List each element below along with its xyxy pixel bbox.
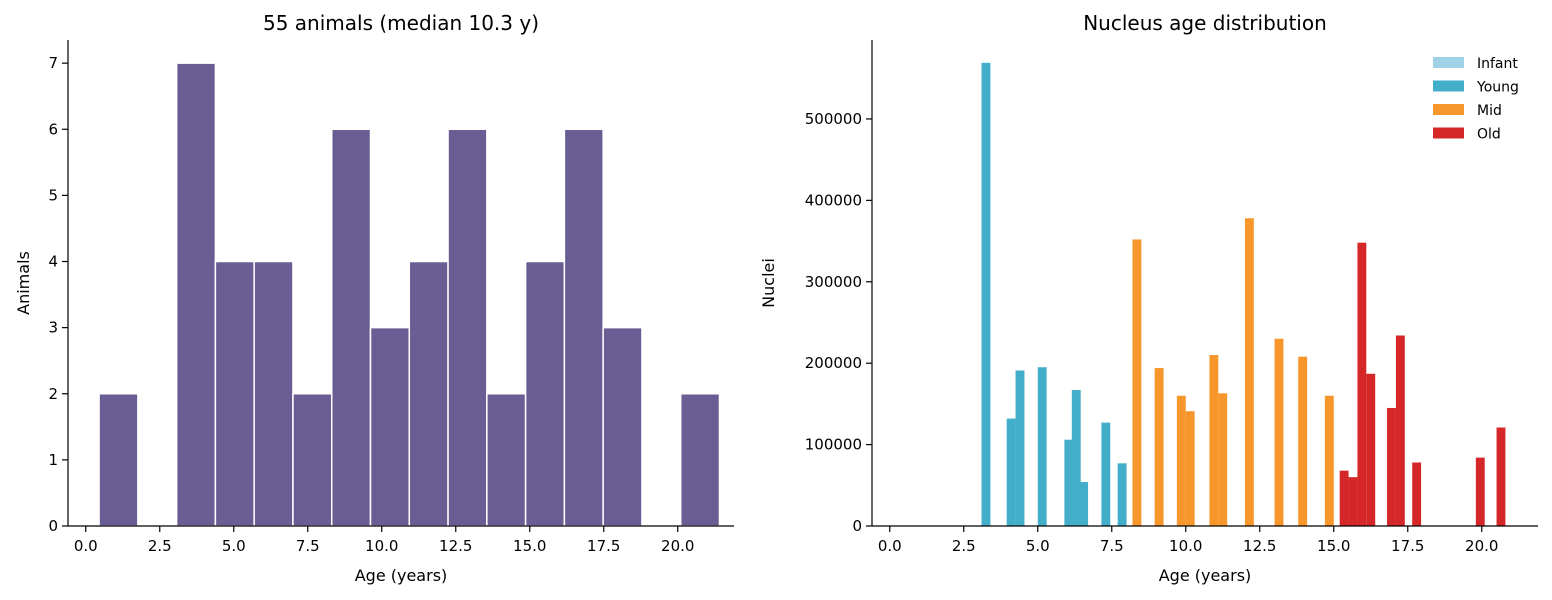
legend-swatch-mid (1433, 104, 1464, 115)
x-tick-label: 0.0 (878, 537, 902, 555)
bar-old (1366, 373, 1376, 526)
y-tick-label: 3 (48, 319, 58, 337)
x-tick-label: 20.0 (661, 537, 694, 555)
legend-label-mid: Mid (1477, 103, 1502, 119)
bar-old (1339, 470, 1349, 526)
y-tick-label: 300000 (805, 273, 862, 291)
y-tick-label: 200000 (805, 354, 862, 372)
bar (486, 393, 527, 527)
x-tick-label: 0.0 (74, 537, 98, 555)
legend-swatch-young (1433, 80, 1464, 92)
y-tick-label: 0 (852, 517, 862, 535)
bar (369, 326, 411, 527)
x-axis-label: Age (years) (1159, 566, 1252, 585)
bar-young (1101, 422, 1111, 526)
x-tick-label: 10.0 (1169, 537, 1202, 555)
bar (253, 260, 294, 527)
bar-mid (1298, 356, 1308, 526)
bar-mid (1209, 355, 1219, 526)
bar (292, 393, 333, 527)
y-tick-label: 5 (48, 186, 58, 204)
bar (214, 260, 255, 527)
chart-title: Nucleus age distribution (1083, 11, 1327, 35)
bar-old (1412, 462, 1422, 526)
bar (524, 260, 566, 527)
y-tick-label: 400000 (805, 191, 862, 209)
y-axis-label: Animals (14, 251, 33, 315)
animals-histogram: 0.0 2.5 5.0 7.5 10.0 12.5 15.0 17.5 20.0 0 1 2 3 4 5 6 7… (14, 11, 734, 585)
bar-young (1015, 370, 1025, 526)
bar-old (1357, 242, 1367, 526)
bar-old (1387, 407, 1396, 526)
y-tick-label: 0 (48, 517, 58, 535)
legend-label-infant: Infant (1477, 56, 1518, 72)
bar-young (1037, 367, 1047, 526)
y-tick-label: 1 (48, 451, 58, 469)
bar-old (1348, 477, 1358, 526)
bar-old (1395, 335, 1405, 526)
bar-young (1117, 463, 1127, 526)
bar-mid (1244, 218, 1254, 526)
bar-mid (1274, 338, 1284, 526)
bar-young (981, 62, 991, 526)
y-tick-label: 2 (48, 385, 58, 403)
x-tick-label: 12.5 (1243, 537, 1276, 555)
nucleus-age-chart: 0.0 2.5 5.0 7.5 10.0 12.5 15.0 17.5 20.0 0 100000 2… (759, 11, 1538, 585)
x-tick-label: 7.5 (1100, 537, 1124, 555)
bar-young (1079, 482, 1089, 526)
bar (330, 128, 372, 527)
x-tick-label: 2.5 (148, 537, 172, 555)
bar-young (1071, 390, 1081, 526)
x-tick-label: 7.5 (296, 537, 320, 555)
bar-mid (1185, 411, 1195, 526)
bar-mid (1132, 239, 1142, 526)
bar-mid (1176, 395, 1186, 526)
y-tick-label: 100000 (805, 436, 862, 454)
y-tick-label: 6 (48, 120, 58, 138)
bar (602, 326, 643, 527)
chart-title: 55 animals (median 10.3 y) (263, 11, 539, 35)
x-tick-label: 5.0 (222, 537, 246, 555)
bar (679, 393, 721, 527)
x-tick-label: 5.0 (1026, 537, 1050, 555)
bar (447, 128, 488, 527)
bar-young (1064, 439, 1074, 526)
legend-swatch-old (1433, 127, 1464, 139)
x-axis-label: Age (years) (355, 566, 448, 585)
x-tick-label: 10.0 (365, 537, 398, 555)
legend-swatch-infant (1433, 57, 1464, 68)
bar (98, 393, 139, 527)
bar-young (1006, 418, 1016, 526)
bar (408, 260, 449, 527)
y-tick-label: 500000 (805, 110, 862, 128)
legend-label-old: Old (1477, 127, 1501, 143)
bar (563, 128, 604, 527)
x-tick-label: 17.5 (587, 537, 620, 555)
x-tick-label: 20.0 (1465, 537, 1498, 555)
x-tick-label: 17.5 (1391, 537, 1424, 555)
bar-old (1475, 457, 1485, 526)
y-axis-label: Nuclei (759, 258, 778, 308)
y-tick-label: 4 (48, 253, 58, 271)
legend-label-young: Young (1476, 80, 1519, 96)
bar-mid (1218, 393, 1228, 526)
bar-mid (1154, 368, 1164, 526)
x-tick-label: 2.5 (952, 537, 976, 555)
bar-mid (1324, 395, 1334, 526)
x-tick-label: 15.0 (1317, 537, 1350, 555)
x-tick-label: 15.0 (513, 537, 546, 555)
bar-old (1496, 427, 1506, 526)
y-tick-label: 7 (48, 54, 58, 72)
legend: Infant Young Mid Old (1433, 56, 1519, 143)
x-tick-label: 12.5 (439, 537, 472, 555)
bar (175, 62, 217, 527)
